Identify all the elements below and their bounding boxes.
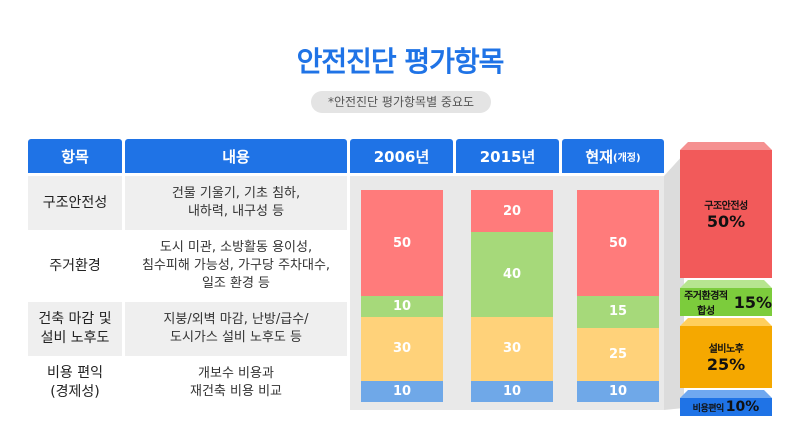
bar-segment: 10 bbox=[361, 296, 443, 318]
content-line: 개보수 비용과 bbox=[198, 365, 274, 381]
row-content-structure: 건물 기울기, 기초 침하, 내하력, 내구성 등 bbox=[125, 176, 347, 230]
perspective-wedge bbox=[664, 154, 684, 410]
summary-percent: 25% bbox=[706, 355, 746, 374]
summary-box-shape bbox=[680, 390, 772, 416]
bar-value-label: 10 bbox=[608, 383, 628, 399]
bar-segment: 20 bbox=[471, 190, 553, 233]
row-label-residential: 주거환경 bbox=[28, 230, 122, 302]
bar-segment: 25 bbox=[577, 327, 659, 381]
bar-value-label: 50 bbox=[608, 235, 628, 251]
summary-label: 구조안전성 bbox=[704, 201, 748, 212]
header-2015: 2015년 bbox=[456, 139, 559, 173]
header-item: 항목 bbox=[28, 139, 122, 173]
bar-value-label: 30 bbox=[392, 341, 412, 357]
item-line: 설비 노후도 bbox=[40, 330, 110, 346]
bar-value-label: 30 bbox=[502, 341, 522, 357]
subtitle-badge: *안전진단 평가항목별 중요도 bbox=[311, 91, 491, 113]
content-line: 건물 기울기, 기초 침하, bbox=[171, 185, 301, 201]
bar-value-label: 10 bbox=[392, 299, 412, 315]
header-current-sub: (개정) bbox=[613, 152, 641, 164]
page-title: 안전진단 평가항목 bbox=[296, 45, 505, 78]
row-content-residential: 도시 미관, 소방활동 용이성, 침수피해 가능성, 가구당 주차대수, 일조 환경… bbox=[125, 230, 347, 302]
item-line: 비용 편익 bbox=[47, 365, 103, 382]
summary-label: 설비노후 bbox=[708, 344, 744, 355]
summary-box: 설비노후 25% bbox=[680, 326, 772, 388]
bar-value-label: 40 bbox=[502, 267, 522, 283]
bar-segment: 10 bbox=[471, 380, 553, 402]
bar-value-label: 15 bbox=[608, 304, 628, 320]
bar-segment: 50 bbox=[577, 190, 659, 296]
bar-segment: 10 bbox=[361, 380, 443, 402]
header-current-main: 현재 bbox=[585, 147, 614, 166]
summary-label: 비용편익 bbox=[692, 403, 725, 414]
content-line: 침수피해 가능성, 가구당 주차대수, bbox=[141, 257, 331, 273]
bar-value-label: 50 bbox=[392, 235, 412, 251]
summary-box: 주거환경적합성 15% bbox=[680, 288, 772, 317]
row-label-cost: 비용 편익 (경제성) bbox=[28, 356, 122, 410]
bar-value-label: 10 bbox=[392, 383, 412, 399]
row-label-structure: 구조안전성 bbox=[28, 176, 122, 230]
summary-box: 비용편익 10% bbox=[680, 398, 772, 416]
bar-value-label: 25 bbox=[608, 346, 628, 362]
content-line: 도시 미관, 소방활동 용이성, bbox=[159, 239, 313, 255]
summary-box: 구조안전성 50% bbox=[680, 150, 772, 278]
bar-segment: 50 bbox=[361, 190, 443, 296]
bar-value-label: 20 bbox=[502, 203, 522, 219]
content-line: 지붕/외벽 마감, 난방/급수/ bbox=[163, 311, 309, 327]
content-line: 재건축 비용 비교 bbox=[190, 384, 282, 399]
bar-segment: 30 bbox=[471, 317, 553, 381]
bar-segment: 10 bbox=[577, 380, 659, 402]
header-current: 현재 (개정) bbox=[562, 139, 664, 173]
summary-box-shape bbox=[680, 280, 772, 316]
bar-segment: 40 bbox=[471, 232, 553, 318]
summary-percent: 15% bbox=[733, 292, 772, 312]
content-line: 일조 환경 등 bbox=[201, 276, 271, 292]
summary-percent: 50% bbox=[706, 212, 746, 231]
summary-label: 주거환경적합성 bbox=[684, 291, 728, 317]
bar-segment: 15 bbox=[577, 296, 659, 328]
item-line: 건축 마감 및 bbox=[38, 311, 112, 328]
header-2006: 2006년 bbox=[350, 139, 453, 173]
summary-box-shape bbox=[680, 318, 772, 388]
row-content-finish: 지붕/외벽 마감, 난방/급수/도시가스 설비 노후도 등 bbox=[125, 302, 347, 356]
bar-value-label: 10 bbox=[502, 383, 522, 399]
item-line: (경제성) bbox=[50, 384, 100, 400]
summary-percent: 10% bbox=[725, 399, 760, 415]
summary-box-shape bbox=[680, 142, 772, 278]
content-line: 내하력, 내구성 등 bbox=[187, 204, 285, 219]
content-line: 도시가스 설비 노후도 등 bbox=[169, 330, 302, 345]
bar-segment: 30 bbox=[361, 317, 443, 381]
header-content: 내용 bbox=[125, 139, 347, 173]
